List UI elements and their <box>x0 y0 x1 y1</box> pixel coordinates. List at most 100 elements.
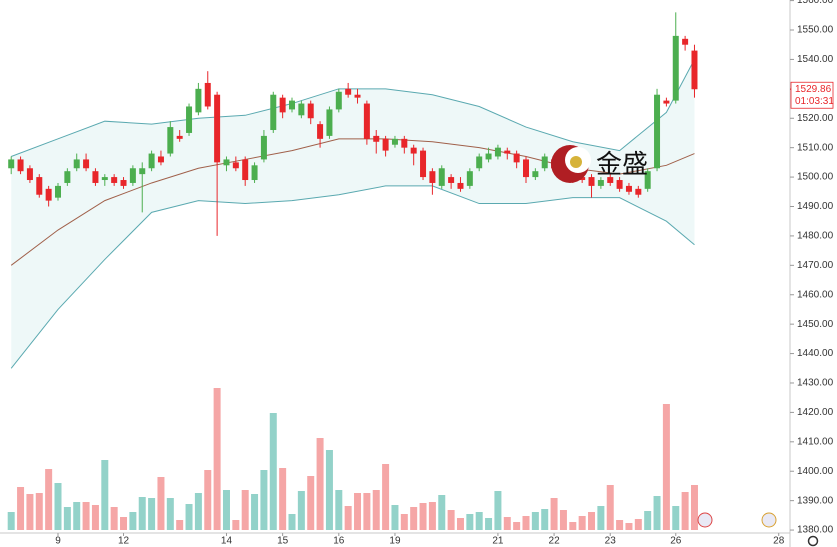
volume-bar <box>110 507 118 530</box>
volume-bar <box>335 490 343 530</box>
volume-bar <box>391 505 399 530</box>
volume-bar <box>466 514 474 530</box>
logo-coin <box>570 156 582 168</box>
volume-bar <box>419 503 427 530</box>
volume-bar <box>73 502 81 530</box>
x-tick-label: 16 <box>333 536 345 547</box>
candle-body <box>588 177 595 186</box>
candle-body <box>270 94 277 131</box>
volume-bar <box>447 510 455 530</box>
y-tick-label: 1540.00 <box>797 54 834 65</box>
y-tick-label: 1480.00 <box>797 231 834 242</box>
volume-bar <box>681 492 689 530</box>
last-price-label: 1529.86 <box>795 84 832 95</box>
volume-bar <box>634 519 642 530</box>
volume-bar <box>176 520 184 530</box>
y-tick-label: 1510.00 <box>797 142 834 153</box>
candle-body <box>83 159 90 169</box>
candle-body <box>476 156 483 169</box>
volume-bar <box>157 477 165 530</box>
volume-bar <box>690 485 698 530</box>
candle-body <box>55 185 61 198</box>
settings-icon[interactable] <box>807 535 819 547</box>
candle-body <box>129 168 136 183</box>
x-tick-label: 22 <box>549 536 561 547</box>
y-tick-label: 1380.00 <box>797 525 834 536</box>
volume-bar <box>344 506 352 530</box>
volume-bar <box>438 495 446 530</box>
candle-body <box>625 185 632 192</box>
candle-body <box>176 135 183 139</box>
candle-body <box>260 135 267 160</box>
last-price-box <box>790 81 834 109</box>
y-tick-label: 1470.00 <box>797 260 834 271</box>
event-flag[interactable] <box>697 512 713 528</box>
y-tick-label: 1410.00 <box>797 436 834 447</box>
candle-body <box>644 171 651 189</box>
y-tick-label: 1560.00 <box>797 0 834 6</box>
event-flag[interactable] <box>761 512 777 528</box>
volume-bar <box>213 388 221 530</box>
candle-body <box>242 159 249 181</box>
volume-bar <box>625 523 633 530</box>
volume-bar <box>63 507 71 530</box>
y-tick-label: 1460.00 <box>797 289 834 300</box>
volume-bar <box>644 511 652 530</box>
volume-bar <box>531 512 539 530</box>
candle-body <box>148 153 155 169</box>
candle-body <box>298 103 305 116</box>
candle-body <box>139 168 146 175</box>
candle-body <box>691 50 698 90</box>
candle-body <box>92 171 99 183</box>
volume-bar <box>166 498 174 530</box>
watermark: 金盛 <box>551 145 648 183</box>
volume-bar <box>26 494 34 530</box>
volume-bar <box>541 509 549 530</box>
volume-bar <box>616 520 624 530</box>
candle-body <box>485 153 492 160</box>
volume-bar <box>363 493 371 530</box>
y-tick-label: 1550.00 <box>797 25 834 36</box>
band-upper <box>11 59 695 157</box>
candle-body <box>101 177 108 181</box>
volume-bar <box>382 464 390 530</box>
volume-bar <box>232 520 240 530</box>
volume-bar <box>569 522 577 530</box>
candle-body <box>289 100 295 110</box>
candle-body <box>663 100 670 104</box>
volume-bar <box>251 494 259 530</box>
volume-bar <box>194 493 202 530</box>
y-tick-label: 1450.00 <box>797 319 834 330</box>
volume-bar <box>597 506 605 530</box>
volume-bar <box>325 450 333 530</box>
volume-bar <box>316 438 324 530</box>
volume-bar <box>222 490 230 530</box>
volume-bar <box>17 487 25 530</box>
candle-body <box>214 94 221 163</box>
candle-body <box>382 138 389 151</box>
candle-body <box>157 156 164 163</box>
candle-body <box>410 147 417 154</box>
candle-body <box>354 94 361 98</box>
volume-bar <box>101 460 109 530</box>
candle-body <box>345 88 352 95</box>
x-tick-label: 15 <box>277 536 289 547</box>
y-tick-label: 1490.00 <box>797 201 834 212</box>
x-tick-label: 26 <box>670 536 682 547</box>
x-tick-label: 21 <box>492 536 504 547</box>
candle-body <box>682 38 689 45</box>
countdown-label: 01:03:31 <box>795 96 834 107</box>
candle-body <box>8 159 15 169</box>
candle-body <box>363 103 370 139</box>
volume-bar <box>82 502 90 530</box>
volume-bar <box>522 516 530 530</box>
candle-body <box>448 177 455 183</box>
y-tick-label: 1430.00 <box>797 378 834 389</box>
volume-bar <box>400 514 408 530</box>
volume-bar <box>485 518 493 530</box>
candle-body <box>317 124 324 139</box>
candle-body <box>635 188 642 195</box>
x-tick-label: 19 <box>389 536 401 547</box>
candle-body <box>391 138 398 145</box>
volume-bar <box>138 497 146 530</box>
